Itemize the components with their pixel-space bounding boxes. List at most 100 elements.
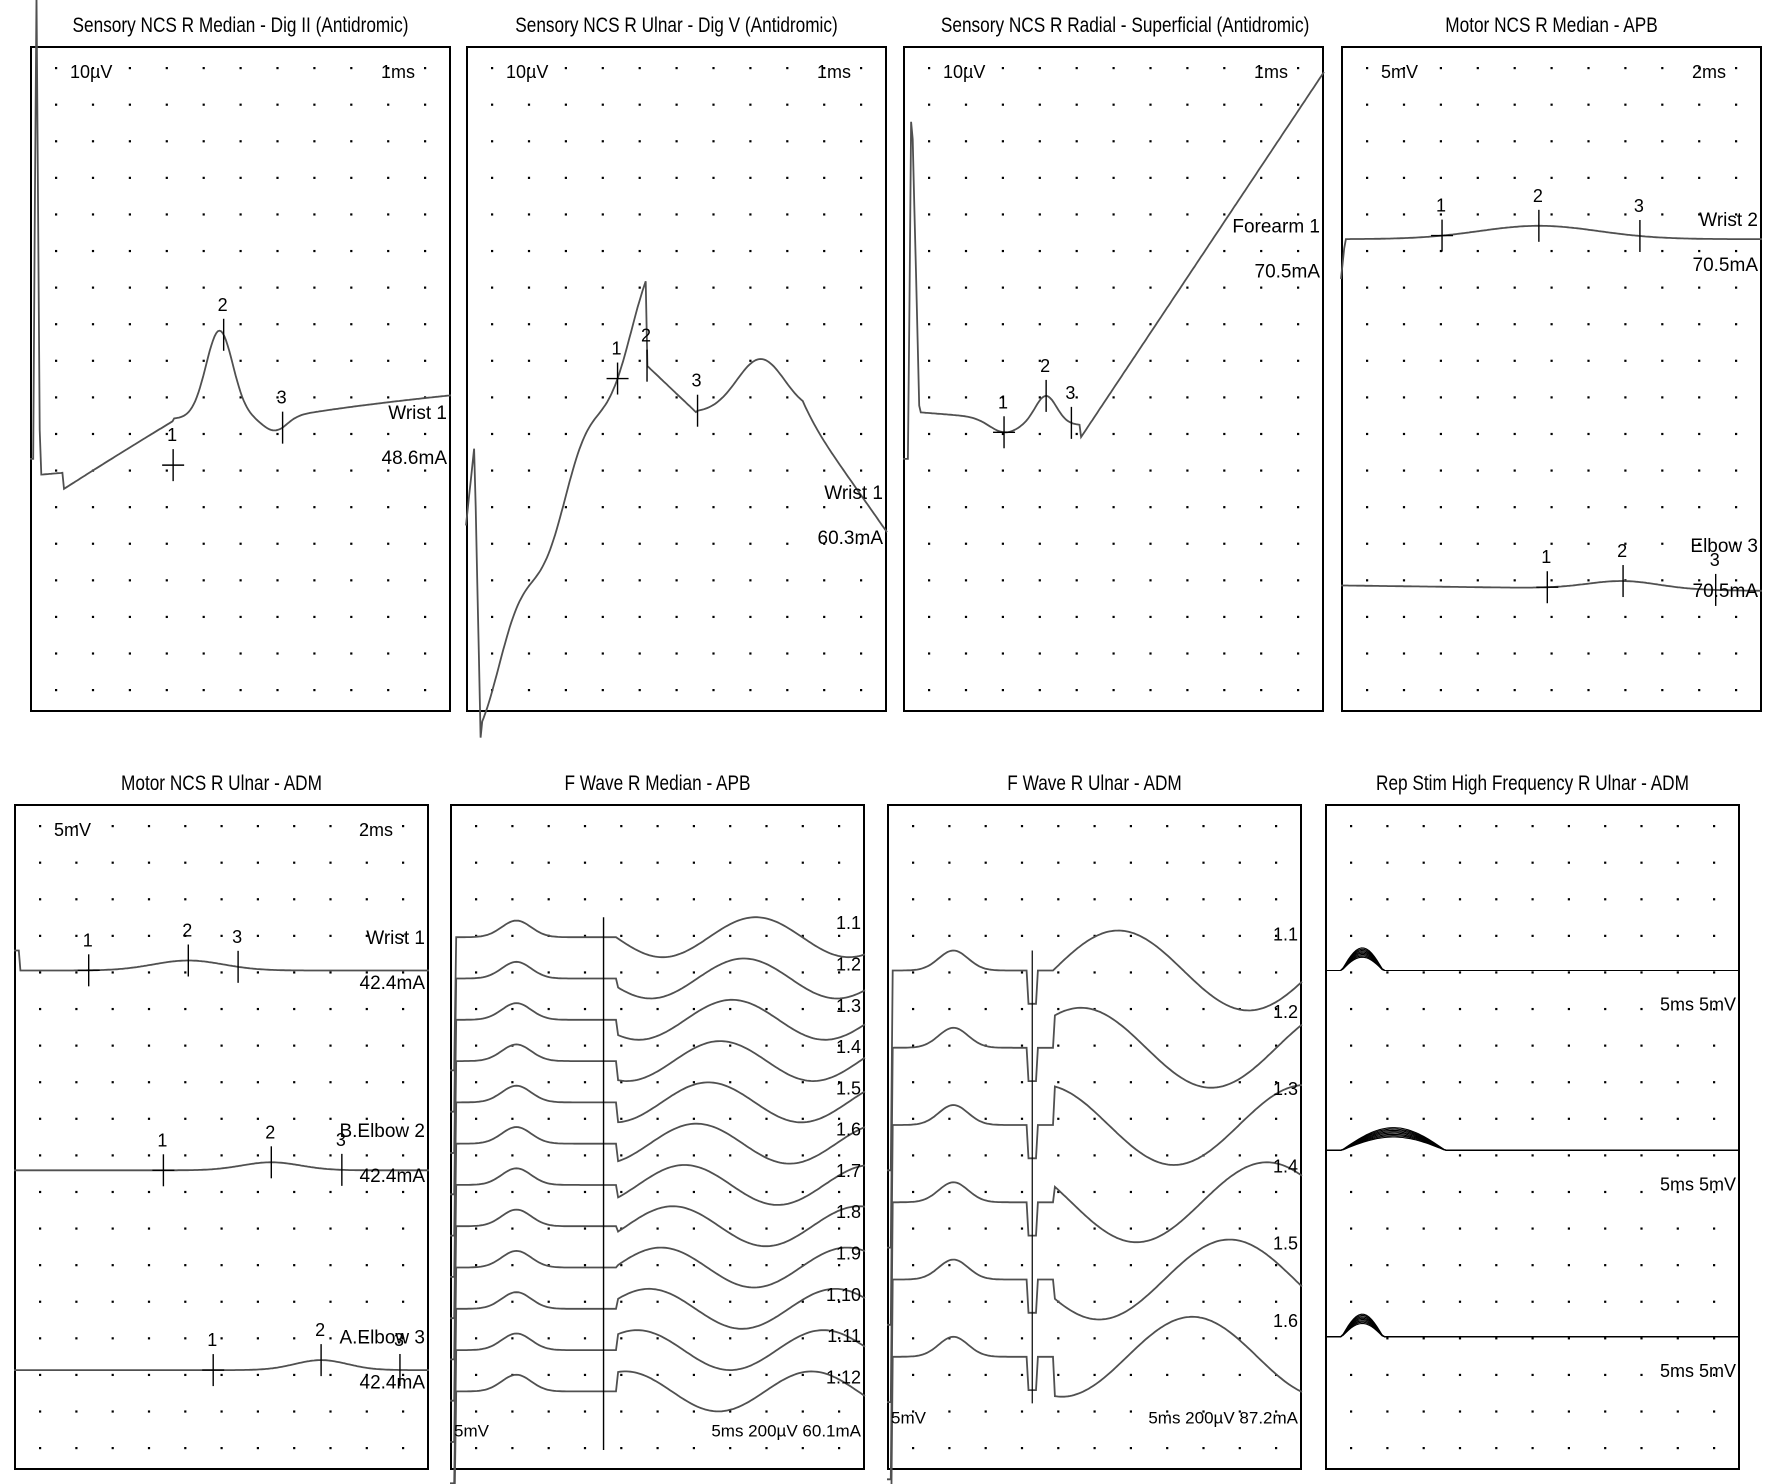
grid-dot bbox=[656, 1337, 659, 1340]
scale-label: 5ms 5mV bbox=[1660, 1174, 1736, 1194]
grid-dot bbox=[128, 323, 131, 326]
grid-dot bbox=[147, 1044, 151, 1047]
grid-dot bbox=[928, 249, 931, 253]
grid-dot bbox=[786, 359, 789, 362]
grid-dot bbox=[1149, 140, 1152, 143]
grid-dot bbox=[1698, 396, 1701, 399]
grid-dot bbox=[1112, 140, 1115, 143]
grid-dot bbox=[1260, 286, 1263, 289]
grid-dot bbox=[1439, 506, 1442, 509]
grid-dot bbox=[1075, 103, 1078, 106]
grid-dot bbox=[128, 542, 131, 545]
grid-dot bbox=[491, 103, 494, 106]
grid-dot bbox=[293, 1373, 296, 1377]
grid-dot bbox=[527, 323, 531, 326]
grid-dot bbox=[564, 432, 567, 436]
grid-dot bbox=[712, 652, 715, 655]
grid-dot bbox=[1129, 934, 1132, 937]
grid-dot bbox=[424, 286, 427, 289]
grid-dot bbox=[1149, 67, 1152, 70]
grid-dot bbox=[547, 1190, 550, 1194]
grid-dot bbox=[964, 213, 968, 216]
grid-dot bbox=[860, 103, 863, 106]
grid-dot bbox=[387, 469, 390, 472]
grid-dot bbox=[1735, 249, 1738, 253]
grid-dot bbox=[675, 396, 678, 399]
grid-dot bbox=[948, 1044, 951, 1047]
grid-dot bbox=[1166, 1190, 1169, 1194]
grid-dot bbox=[1698, 432, 1701, 436]
grid-dot bbox=[491, 286, 494, 289]
grid-dot bbox=[239, 506, 242, 509]
grid-dot bbox=[293, 1154, 296, 1157]
grid-dot bbox=[1149, 432, 1152, 436]
grid-dot bbox=[184, 825, 187, 828]
grid-dot bbox=[1698, 176, 1701, 179]
grid-dot bbox=[692, 1154, 695, 1157]
marker-label-1: 1 bbox=[157, 1130, 167, 1150]
grid-dot bbox=[1129, 1190, 1132, 1194]
grid-dot bbox=[1713, 1044, 1716, 1047]
grid-dot bbox=[1661, 506, 1664, 509]
grid-dot bbox=[838, 1190, 841, 1194]
grid-dot bbox=[1075, 67, 1078, 70]
grid-dot bbox=[1439, 323, 1442, 326]
grid-dot bbox=[1386, 1264, 1389, 1267]
grid-dot bbox=[1587, 396, 1590, 399]
grid-dot bbox=[1260, 396, 1263, 399]
grid-dot bbox=[1439, 140, 1442, 143]
grid-dot bbox=[1513, 542, 1516, 545]
grid-dot bbox=[749, 286, 752, 289]
grid-dot bbox=[1112, 542, 1115, 545]
grid-dot bbox=[256, 1410, 259, 1413]
grid-dot bbox=[1550, 359, 1553, 362]
grid-dot bbox=[583, 1410, 587, 1413]
grid-dot bbox=[1186, 689, 1189, 692]
grid-dot bbox=[620, 1337, 623, 1340]
grid-dot bbox=[547, 1337, 550, 1340]
grid-dot bbox=[1129, 1300, 1132, 1303]
grid-dot bbox=[1166, 1117, 1169, 1120]
grid-dot bbox=[1112, 67, 1115, 70]
grid-dot bbox=[823, 286, 826, 289]
grid-dot bbox=[1057, 861, 1060, 864]
grid-dot bbox=[1001, 176, 1004, 179]
trace-label: 1.2 bbox=[836, 954, 861, 974]
grid-dot bbox=[1202, 1373, 1205, 1377]
grid-dot bbox=[1402, 615, 1406, 619]
grid-dot bbox=[583, 1337, 587, 1340]
grid-dot bbox=[1513, 213, 1516, 216]
grid-dot bbox=[912, 861, 915, 864]
fwave-trace bbox=[887, 1006, 1303, 1249]
grid-dot bbox=[1166, 1337, 1169, 1340]
grid-dot bbox=[527, 689, 531, 692]
grid-dot bbox=[620, 1410, 623, 1413]
grid-dot bbox=[1075, 286, 1078, 289]
grid-dot bbox=[1223, 286, 1226, 289]
grid-dot bbox=[1149, 176, 1152, 179]
grid-dot bbox=[424, 579, 427, 582]
grid-dot bbox=[424, 213, 427, 216]
grid-dot bbox=[786, 176, 789, 179]
grid-dot bbox=[1112, 176, 1115, 179]
grid-dot bbox=[1149, 579, 1152, 582]
grid-dot bbox=[1550, 249, 1553, 253]
grid-dot bbox=[729, 1117, 732, 1120]
amplitude-scale-label: 5mV bbox=[54, 820, 91, 840]
grid-dot bbox=[984, 1117, 987, 1120]
grid-dot bbox=[111, 1190, 114, 1194]
grid-dot bbox=[147, 934, 151, 937]
grid-dot bbox=[1713, 1410, 1716, 1413]
grid-dot bbox=[239, 176, 242, 179]
grid-dot bbox=[202, 359, 205, 362]
panel-sensory-ulnar: Sensory NCS R Ulnar - Dig V (Antidromic)… bbox=[465, 14, 888, 738]
grid-dot bbox=[964, 689, 968, 692]
grid-dot bbox=[184, 1081, 187, 1084]
grid-dot bbox=[1386, 1154, 1389, 1157]
grid-dot bbox=[276, 542, 279, 545]
fwave-trace bbox=[450, 1287, 866, 1443]
stim-current-label: 42.4mA bbox=[360, 1372, 426, 1393]
grid-dot bbox=[1624, 689, 1627, 692]
grid-dot bbox=[111, 825, 114, 828]
grid-dot bbox=[1402, 542, 1406, 545]
